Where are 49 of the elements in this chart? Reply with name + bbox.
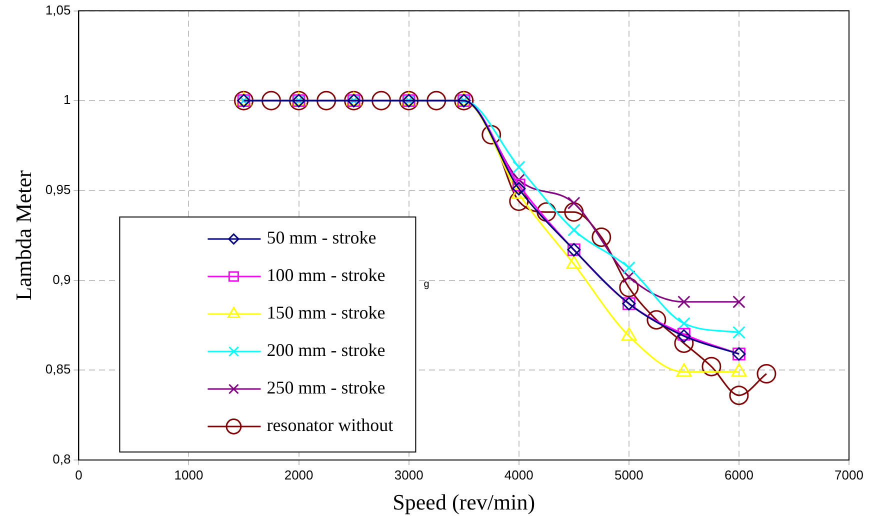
point: [262, 90, 282, 110]
annotation: g: [424, 278, 430, 290]
y-tick-label: 1: [63, 92, 71, 108]
point: [372, 90, 392, 110]
point: [592, 227, 612, 247]
legend-label: 50 mm - stroke: [266, 228, 376, 248]
y-tick-label: 0,8: [52, 452, 71, 467]
point: [646, 310, 666, 330]
x-tick-label: 5000: [614, 467, 644, 482]
point: [316, 90, 336, 110]
point: [732, 295, 746, 308]
point: [482, 125, 502, 145]
point: [619, 278, 639, 298]
y-axis-title: Lambda Meter: [10, 170, 36, 300]
legend-label: resonator without: [266, 415, 394, 436]
x-tick-label: 1000: [174, 467, 204, 482]
point: [732, 326, 746, 339]
x-tick-label: 3000: [394, 467, 424, 482]
y-tick-label: 0,95: [45, 182, 71, 198]
legend-label: 200 mm - stroke: [266, 340, 386, 360]
x-tick-label: 6000: [724, 467, 754, 482]
point: [512, 160, 526, 174]
x-axis-title: Speed (rev/min): [392, 490, 536, 515]
point: [674, 333, 694, 353]
point: [678, 295, 690, 308]
point: [567, 224, 580, 236]
point: [678, 317, 690, 330]
x-tick-label: 4000: [504, 467, 534, 482]
point: [756, 364, 776, 384]
x-tick-label: 7000: [834, 467, 864, 482]
point: [512, 182, 526, 196]
legend-label: 150 mm - stroke: [266, 302, 386, 323]
point: [536, 202, 556, 222]
y-tick-label: 0,85: [45, 362, 71, 377]
point: [512, 178, 526, 192]
y-tick-label: 0,9: [52, 272, 71, 287]
point: [567, 196, 580, 210]
legend-label: 250 mm - stroke: [266, 378, 386, 398]
legend-label: 100 mm - stroke: [266, 265, 386, 286]
point: [622, 261, 636, 274]
x-tick-label: 0: [75, 467, 82, 482]
point: [729, 386, 749, 406]
x-tick-label: 2000: [284, 467, 314, 482]
point: [564, 202, 584, 222]
point: [622, 270, 636, 284]
point: [426, 90, 446, 110]
y-tick-label: 1,05: [45, 2, 71, 18]
point: [509, 192, 529, 212]
point: [702, 356, 722, 376]
